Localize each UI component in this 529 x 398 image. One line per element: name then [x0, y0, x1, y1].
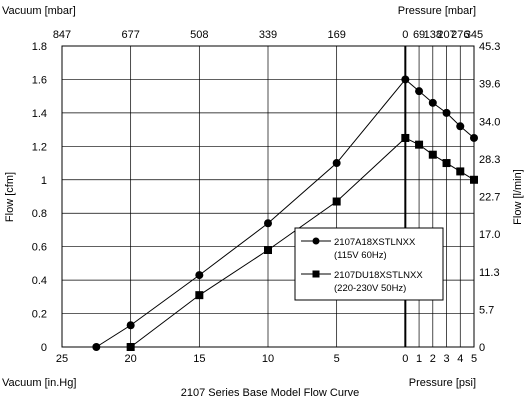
y-tick-label: 0.2: [32, 309, 47, 321]
legend-series-1-name: 2107A18XSTLNXX: [334, 237, 416, 248]
y2-tick-label: 5.7: [479, 304, 494, 316]
x2-tick-label: 207: [437, 29, 455, 41]
y-tick-label: 1: [41, 175, 47, 187]
x-tick-label: 15: [193, 353, 205, 365]
data-point-circle: [456, 122, 465, 131]
data-series: [92, 75, 478, 351]
data-point-square: [195, 291, 204, 300]
x2-tick-label: 339: [259, 29, 277, 41]
y2-tick-label: 45.3: [479, 41, 500, 53]
x-tick-label: 5: [471, 353, 477, 365]
data-point-circle: [92, 343, 101, 351]
x-tick-label: 1: [416, 353, 422, 365]
y2-tick-label: 34.0: [479, 116, 500, 128]
data-point-square: [442, 159, 451, 168]
x2-tick-label: 138: [424, 29, 442, 41]
x-tick-label: 0: [402, 353, 408, 365]
data-point-square: [456, 167, 465, 176]
y2-tick-label: 11.3: [479, 267, 500, 279]
data-point-square: [415, 140, 424, 149]
series-line-2: [130, 137, 475, 348]
grid-lines: [61, 45, 475, 348]
legend-series-2-sub: (220-230V 50Hz): [334, 283, 406, 294]
x2-left-axis-title: Vacuum [mbar]: [2, 5, 76, 17]
x2-tick-label: 345: [465, 29, 483, 41]
y-tick-label: 0.6: [32, 242, 47, 254]
legend-marker-circle: [312, 237, 320, 245]
data-point-circle: [470, 133, 478, 142]
plot-frame: [61, 45, 475, 348]
data-point-circle: [126, 321, 135, 330]
legend-box: [294, 227, 444, 301]
y2-tick-label: 22.7: [479, 192, 500, 204]
y2-tick-label: 28.3: [479, 154, 500, 166]
legend-marker-square: [312, 270, 320, 278]
y-tick-label: 1.8: [32, 41, 47, 53]
data-point-circle: [195, 271, 204, 280]
x2-tick-label: 847: [53, 29, 71, 41]
x-right-axis-title: Pressure [psi]: [409, 377, 476, 389]
x-tick-label: 20: [125, 353, 137, 365]
data-point-circle: [401, 75, 410, 84]
data-point-square: [428, 150, 437, 159]
x-tick-label: 10: [262, 353, 274, 365]
y2-tick-label: 39.6: [479, 79, 500, 91]
y-tick-label: 1.2: [32, 141, 47, 153]
y2-axis-title: Flow [l/min]: [512, 169, 524, 225]
legend-series-2-name: 2107DU18XSTLNXX: [334, 270, 423, 281]
data-point-square: [470, 175, 478, 184]
data-point-circle: [428, 98, 437, 107]
y-axis-title: Flow [cfm]: [4, 172, 16, 222]
x-tick-label: 25: [56, 353, 68, 365]
y2-tick-label: 0: [479, 342, 485, 354]
legend-series-1-sub: (115V 60Hz): [334, 250, 387, 261]
data-point-circle: [264, 219, 272, 228]
y-tick-label: 1.4: [32, 108, 47, 120]
x-tick-label: 2: [430, 353, 436, 365]
data-point-square: [126, 343, 135, 351]
data-point-square: [332, 197, 341, 206]
x2-tick-label: 69: [413, 29, 425, 41]
data-point-square: [401, 133, 410, 142]
data-point-square: [264, 246, 272, 255]
x2-tick-label: 508: [190, 29, 208, 41]
x2-right-axis-title: Pressure [mbar]: [398, 5, 476, 17]
legend: 2107A18XSTLNXX (115V 60Hz) 2107DU18XSTLN…: [294, 227, 444, 301]
chart-title: 2107 Series Base Model Flow Curve: [181, 387, 360, 398]
y-tick-label: 0.4: [32, 275, 47, 287]
data-point-circle: [442, 108, 451, 117]
x2-tick-label: 169: [327, 29, 345, 41]
x2-tick-label: 276: [451, 29, 469, 41]
x-tick-label: 5: [334, 353, 340, 365]
data-point-circle: [415, 87, 424, 96]
x2-tick-label: 677: [121, 29, 139, 41]
y2-tick-label: 17.0: [479, 229, 500, 241]
x-left-axis-title: Vacuum [in.Hg]: [2, 377, 76, 389]
y-tick-label: 0.8: [32, 208, 47, 220]
x-tick-label: 4: [457, 353, 463, 365]
x-tick-label: 3: [443, 353, 449, 365]
data-point-circle: [332, 159, 341, 168]
y-tick-label: 0: [41, 342, 47, 354]
y-tick-label: 1.6: [32, 74, 47, 86]
x2-tick-label: 0: [402, 29, 408, 41]
